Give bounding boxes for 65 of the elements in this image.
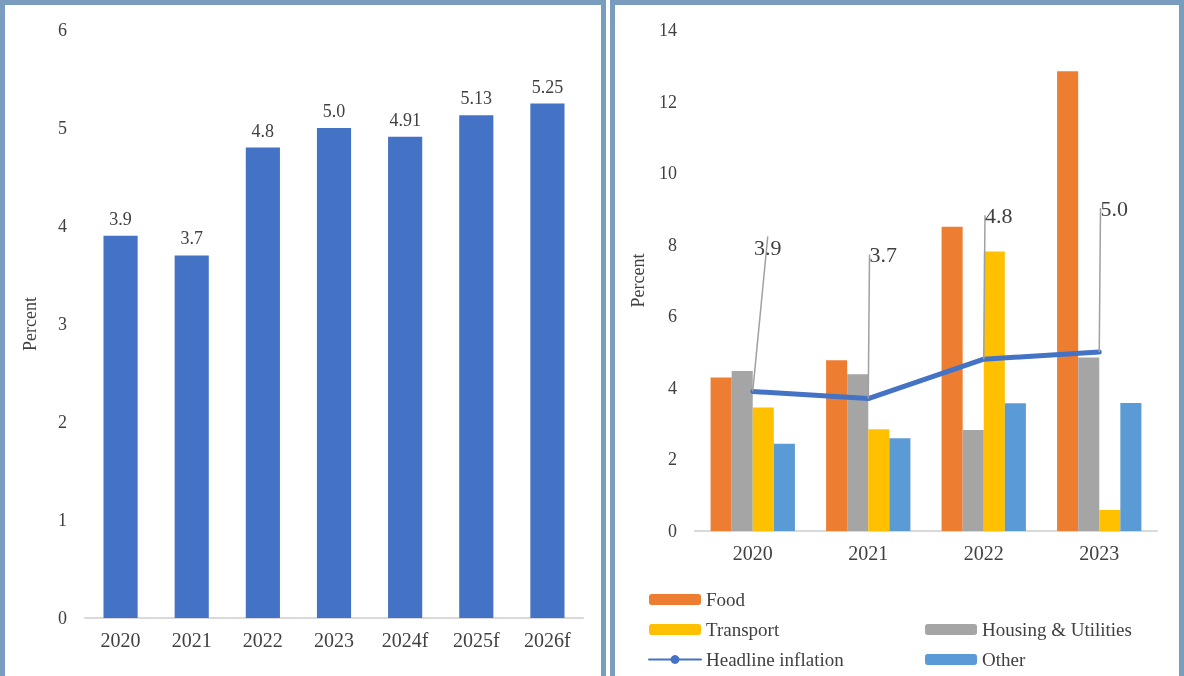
bar [316, 128, 352, 618]
bar [459, 115, 494, 618]
data-label: 4.8 [251, 120, 275, 141]
y-tick-label: 1 [58, 510, 67, 530]
y-axis-title: Percent [20, 297, 40, 351]
y-tick-label: 12 [659, 91, 677, 112]
data-label: 5.25 [531, 76, 564, 97]
y-tick-label: 3 [58, 314, 67, 334]
data-label: 3.9 [109, 208, 132, 229]
x-tick-label: 2022 [242, 629, 283, 651]
data-label: 4.91 [389, 109, 421, 130]
data-label: 3.9 [754, 234, 782, 260]
y-tick-label: 4 [58, 216, 67, 236]
data-label: 5.0 [322, 101, 346, 121]
y-tick-label: 0 [668, 521, 677, 541]
bar [1078, 357, 1100, 531]
bar [826, 360, 848, 531]
y-tick-label: 0 [58, 608, 67, 628]
bar [1120, 402, 1142, 531]
x-tick-label: 2022 [963, 542, 1004, 564]
x-tick-label: 2026f [524, 629, 572, 651]
x-tick-label: 2021 [848, 542, 889, 564]
x-tick-label: 2021 [171, 629, 212, 651]
y-tick-label: 6 [58, 20, 67, 40]
bar [983, 251, 1005, 531]
bar [889, 438, 911, 531]
bar [103, 235, 138, 618]
legend-label: Other [982, 649, 1026, 670]
bar [941, 226, 963, 531]
bar [1004, 403, 1026, 531]
data-label: 3.7 [869, 242, 897, 268]
y-tick-label: 2 [58, 412, 67, 432]
y-tick-label: 6 [668, 306, 677, 327]
bar [245, 147, 280, 618]
bar [174, 255, 209, 618]
x-tick-label: 2025f [452, 629, 500, 651]
bar [868, 429, 890, 531]
bar [1099, 509, 1121, 531]
bar [388, 136, 423, 618]
y-tick-label: 8 [668, 234, 677, 255]
y-tick-label: 5 [58, 118, 67, 138]
legend-label: Food [706, 589, 746, 610]
y-tick-label: 4 [668, 377, 677, 398]
bar [1057, 71, 1079, 531]
legend-label: Headline inflation [706, 649, 845, 670]
data-label: 4.8 [985, 202, 1013, 228]
x-tick-label: 2020 [100, 629, 141, 651]
bar [773, 443, 795, 531]
y-tick-label: 2 [668, 449, 677, 470]
x-tick-label: 2024f [381, 629, 429, 651]
y-tick-label: 10 [659, 163, 677, 184]
bar [710, 377, 732, 531]
data-label: 5.0 [1100, 195, 1128, 221]
y-tick-label: 14 [659, 20, 677, 40]
x-tick-label: 2020 [732, 542, 773, 564]
data-label: 5.13 [460, 88, 493, 109]
legend-label: Housing & Utilities [982, 619, 1132, 640]
bar [752, 407, 774, 531]
bar [530, 103, 565, 618]
data-label: 3.7 [180, 228, 203, 249]
x-tick-label: 2023 [314, 629, 354, 651]
x-tick-label: 2023 [1079, 542, 1120, 564]
bar [962, 430, 984, 531]
legend-label: Transport [706, 619, 780, 640]
y-axis-title: Percent [628, 253, 648, 308]
